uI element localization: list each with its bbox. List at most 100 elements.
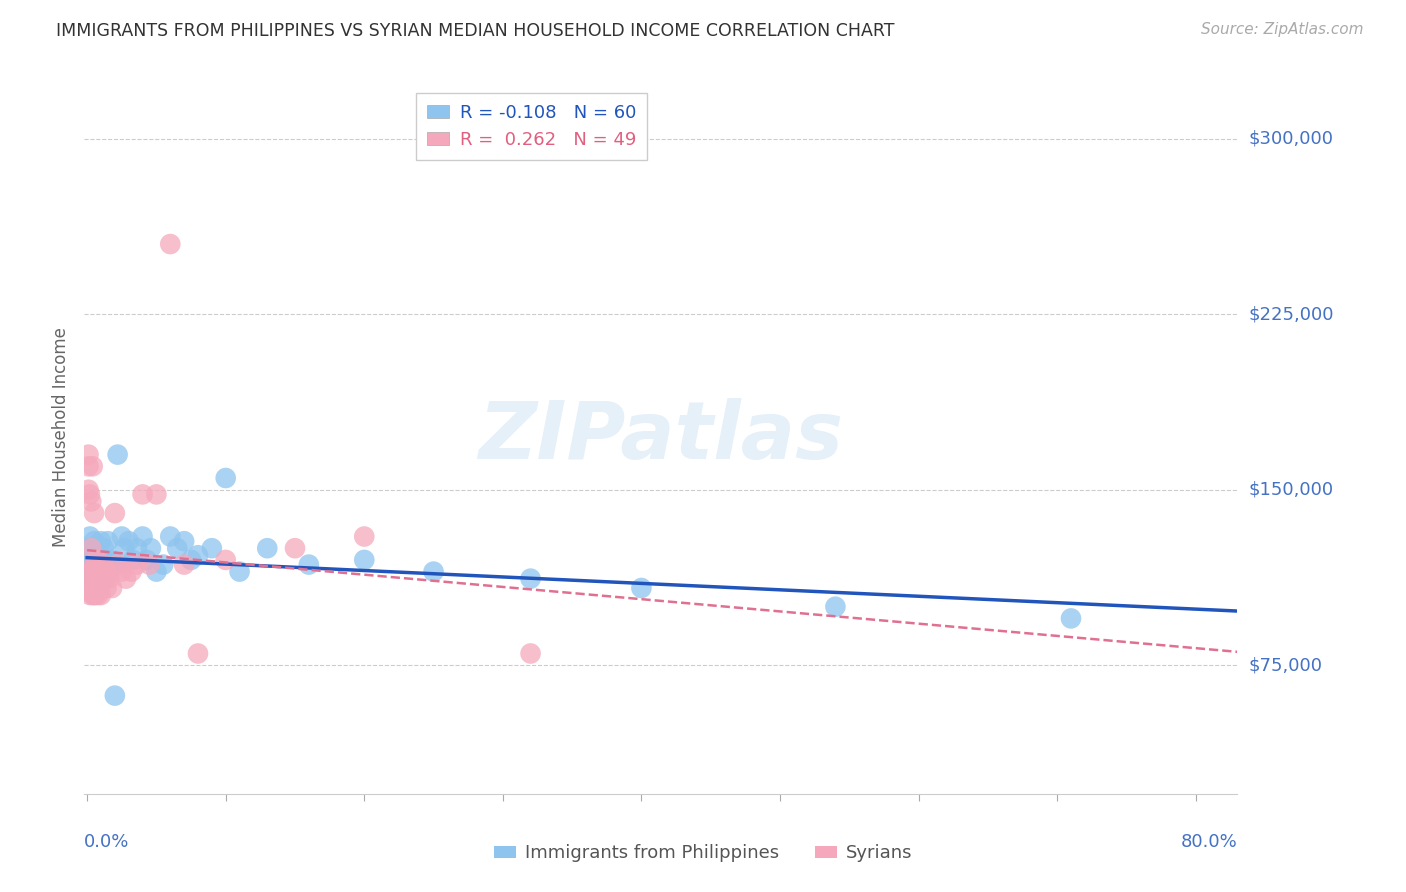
Point <box>80 553 103 567</box>
Point <box>1060 611 1083 625</box>
Legend: Immigrants from Philippines, Syrians: Immigrants from Philippines, Syrians <box>486 838 920 870</box>
Point <box>353 529 375 543</box>
Point <box>82 576 104 591</box>
Point <box>256 541 278 556</box>
Point <box>79 565 101 579</box>
Point <box>83 588 105 602</box>
Point <box>115 572 138 586</box>
Point <box>96 581 118 595</box>
Point <box>104 689 127 703</box>
Point <box>519 647 541 661</box>
Point <box>89 572 111 586</box>
Point <box>86 553 108 567</box>
Point <box>83 572 105 586</box>
Point <box>121 565 143 579</box>
Point <box>180 553 202 567</box>
Point <box>118 534 141 549</box>
Point <box>94 572 117 586</box>
Point <box>83 558 105 572</box>
Point <box>131 487 153 501</box>
Point <box>107 558 129 572</box>
Point <box>201 541 224 556</box>
Point <box>79 588 101 602</box>
Text: $225,000: $225,000 <box>1249 305 1334 323</box>
Point <box>173 534 195 549</box>
Point <box>145 487 167 501</box>
Point <box>79 487 101 501</box>
Point <box>97 565 120 579</box>
Point <box>159 237 181 252</box>
Point <box>86 581 108 595</box>
Point <box>90 534 112 549</box>
Point <box>77 558 100 572</box>
Point <box>152 558 174 572</box>
Point <box>630 581 652 595</box>
Point <box>139 541 162 556</box>
Point <box>215 553 238 567</box>
Point <box>422 565 444 579</box>
Point <box>77 448 100 462</box>
Point <box>87 548 110 562</box>
Point <box>80 541 103 556</box>
Point <box>84 581 107 595</box>
Point <box>93 541 115 556</box>
Point <box>80 548 103 562</box>
Text: Source: ZipAtlas.com: Source: ZipAtlas.com <box>1201 22 1364 37</box>
Point <box>173 558 195 572</box>
Point <box>77 459 100 474</box>
Point <box>93 558 115 572</box>
Point <box>87 576 110 591</box>
Point <box>87 588 110 602</box>
Point <box>89 581 111 595</box>
Text: $150,000: $150,000 <box>1249 481 1333 499</box>
Point <box>107 448 129 462</box>
Point <box>135 553 157 567</box>
Point <box>519 572 541 586</box>
Point <box>77 581 100 595</box>
Point <box>89 558 111 572</box>
Point <box>83 506 105 520</box>
Point <box>98 565 121 579</box>
Point <box>824 599 846 614</box>
Point <box>187 647 209 661</box>
Point <box>101 581 124 595</box>
Point <box>125 541 148 556</box>
Point <box>79 581 101 595</box>
Text: $300,000: $300,000 <box>1249 129 1333 148</box>
Point <box>94 558 117 572</box>
Point <box>86 553 108 567</box>
Point <box>84 558 107 572</box>
Point <box>80 494 103 508</box>
Point <box>77 565 100 579</box>
Point <box>90 588 112 602</box>
Point <box>111 529 134 543</box>
Point <box>98 572 121 586</box>
Text: IMMIGRANTS FROM PHILIPPINES VS SYRIAN MEDIAN HOUSEHOLD INCOME CORRELATION CHART: IMMIGRANTS FROM PHILIPPINES VS SYRIAN ME… <box>56 22 894 40</box>
Point <box>91 565 114 579</box>
Y-axis label: Median Household Income: Median Household Income <box>52 327 70 547</box>
Text: 0.0%: 0.0% <box>84 833 129 851</box>
Point <box>80 581 103 595</box>
Point <box>228 565 250 579</box>
Point <box>104 506 127 520</box>
Point <box>166 541 188 556</box>
Point <box>84 588 107 602</box>
Point <box>145 565 167 579</box>
Point <box>89 572 111 586</box>
Point <box>84 541 107 556</box>
Point <box>159 529 181 543</box>
Text: ZIPatlas: ZIPatlas <box>478 398 844 476</box>
Point <box>77 483 100 497</box>
Point <box>79 529 101 543</box>
Legend: R = -0.108   N = 60, R =  0.262   N = 49: R = -0.108 N = 60, R = 0.262 N = 49 <box>416 93 647 160</box>
Point <box>91 572 114 586</box>
Point <box>125 558 148 572</box>
Point <box>79 541 101 556</box>
Point <box>101 553 124 567</box>
Point <box>86 565 108 579</box>
Point <box>87 565 110 579</box>
Point <box>82 459 104 474</box>
Text: 80.0%: 80.0% <box>1181 833 1237 851</box>
Point <box>82 565 104 579</box>
Point <box>353 553 375 567</box>
